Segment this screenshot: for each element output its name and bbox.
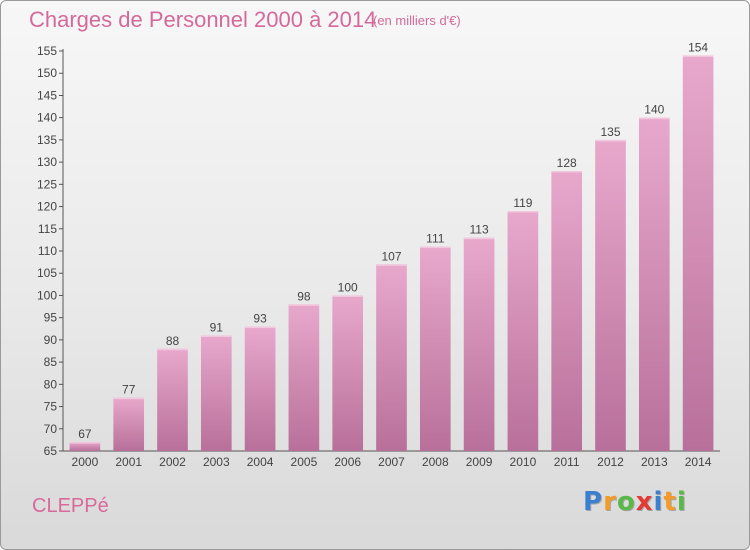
y-tick-label: 105	[37, 266, 57, 280]
y-tick-label: 120	[37, 200, 57, 214]
bar-top-highlight	[638, 117, 670, 120]
x-tick-label-2002: 2002	[159, 455, 186, 469]
y-tick-label: 115	[38, 222, 57, 236]
y-tick-label: 150	[37, 66, 57, 80]
bar-2003	[200, 335, 232, 451]
logo-letter: o	[616, 487, 636, 517]
value-label-2004: 93	[253, 312, 267, 326]
x-tick-labels: 2000 2001 2002 2003 2004 2005 2006 2007 2008 2009…	[72, 455, 712, 469]
bar-2005	[288, 304, 320, 451]
logo-letter: i	[676, 487, 687, 517]
x-tick-label-2009: 2009	[466, 455, 493, 469]
x-tick-label-2007: 2007	[378, 455, 405, 469]
value-label-2006: 100	[338, 280, 358, 294]
bar-2014	[682, 55, 714, 451]
x-tick-label-2005: 2005	[291, 455, 318, 469]
bar-2009	[463, 237, 495, 451]
value-label-2014: 154	[688, 40, 708, 54]
x-tick-label-2011: 2011	[554, 455, 580, 469]
y-tick-label: 80	[44, 377, 58, 391]
bar-top-highlight	[551, 171, 583, 173]
bar-top-highlight	[595, 139, 626, 142]
logo-letter: t	[663, 487, 677, 517]
value-label-2001: 77	[122, 383, 136, 397]
y-tick-label: 70	[44, 422, 58, 436]
x-tick-label-2014: 2014	[685, 455, 712, 469]
bar-2010	[507, 211, 539, 451]
y-tick-label: 155	[37, 44, 57, 58]
bar-2000	[69, 442, 101, 451]
bar-top-highlight	[113, 397, 145, 400]
x-tick-label-2004: 2004	[247, 455, 274, 469]
bar-top-highlight	[244, 326, 276, 329]
value-label-2000: 67	[78, 427, 92, 441]
bar-top-highlight	[200, 335, 232, 337]
y-tick-label: 135	[37, 133, 57, 147]
bar-top-highlight	[157, 348, 188, 351]
bar-2006	[332, 295, 364, 451]
logo-letter: P	[583, 487, 604, 517]
bar-2004	[244, 326, 276, 451]
x-tick-label-2003: 2003	[203, 455, 230, 469]
value-label-2005: 98	[297, 289, 311, 303]
bar-top-highlight	[682, 55, 714, 57]
bar-2001	[113, 397, 145, 451]
proxiti-logo[interactable]: Proxiti	[583, 487, 687, 517]
bar-2007	[376, 264, 407, 451]
x-tick-label-2008: 2008	[422, 455, 449, 469]
commune-name: CLEPPé	[32, 495, 109, 517]
logo-letter: x	[635, 487, 654, 517]
x-tick-label-2013: 2013	[641, 455, 668, 469]
x-tick-label-2010: 2010	[510, 455, 537, 469]
chart-title: Charges de Personnel 2000 à 2014	[29, 7, 377, 32]
bar-2011	[551, 171, 583, 451]
x-tick-label-2001: 2001	[115, 455, 142, 469]
y-tick-label: 95	[44, 311, 58, 325]
y-tick-label: 145	[37, 88, 57, 102]
bar-top-highlight	[463, 237, 495, 240]
value-label-2013: 140	[644, 103, 664, 117]
y-tick-label: 75	[44, 400, 58, 414]
bar-top-highlight	[332, 295, 364, 297]
y-tick-label: 125	[37, 177, 57, 191]
y-tick-label: 130	[37, 155, 57, 169]
chart-subtitle: (en milliers d'€)	[373, 13, 461, 28]
y-tick-label: 100	[37, 288, 57, 302]
logo-letter: r	[603, 487, 617, 517]
value-label-2002: 88	[166, 334, 180, 348]
y-tick-label: 65	[44, 444, 58, 458]
x-tick-label-2012: 2012	[597, 455, 624, 469]
y-tick-label: 140	[37, 111, 57, 125]
value-label-2009: 113	[470, 223, 489, 237]
x-tick-label-2000: 2000	[72, 455, 99, 469]
value-label-2010: 119	[513, 196, 532, 210]
bar-2008	[419, 246, 451, 451]
value-label-2003: 91	[210, 320, 224, 334]
value-label-2008: 111	[426, 232, 445, 246]
y-tick-label: 110	[38, 244, 57, 258]
bars	[69, 55, 714, 452]
logo-letter: i	[653, 487, 664, 517]
bar-2002	[157, 348, 188, 451]
bar-top-highlight	[507, 211, 539, 213]
bar-2013	[638, 117, 670, 452]
value-label-2012: 135	[600, 125, 620, 139]
y-tick-labels: 65 70 75 80 85 90 95 100 105 110 115 120 125 130 135 14…	[37, 44, 57, 458]
bar-2012	[595, 139, 626, 451]
y-tick-label: 90	[44, 333, 58, 347]
bar-top-highlight	[419, 246, 451, 249]
value-labels: 67 77 88 91 93 98 100 107 111 113 119 128 135 140 154	[78, 40, 708, 441]
value-label-2011: 128	[557, 156, 577, 170]
bar-top-highlight	[376, 264, 407, 266]
y-tick-label: 85	[44, 355, 58, 369]
bar-top-highlight	[288, 304, 320, 306]
value-label-2007: 107	[381, 249, 401, 263]
bar-top-highlight	[69, 442, 101, 444]
x-tick-label-2006: 2006	[334, 455, 361, 469]
